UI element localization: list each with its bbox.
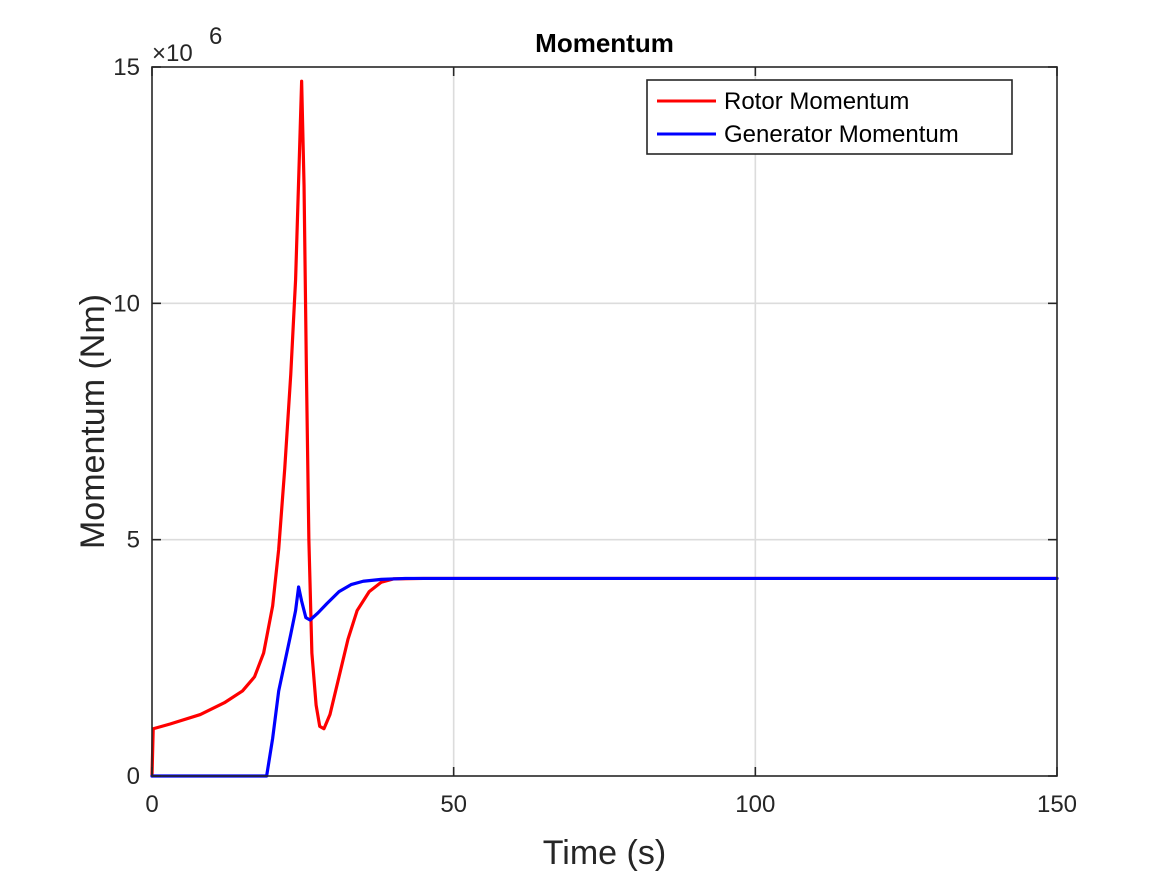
axes-frame [151, 66, 1058, 777]
y-tick-label: 10 [113, 290, 140, 317]
legend-label-generator: Generator Momentum [724, 121, 959, 148]
tick-labels: 0 50 100 150 0 5 10 15 [113, 54, 1077, 818]
y-tick-label: 0 [127, 763, 140, 790]
chart-title: Momentum [535, 28, 674, 58]
x-tick-label: 100 [735, 791, 775, 818]
x-tick-label: 50 [440, 791, 467, 818]
x-tick-label: 150 [1037, 791, 1077, 818]
y-tick-label: 5 [127, 527, 140, 554]
y-axis-label: Momentum (Nm) [74, 294, 112, 549]
legend: Rotor Momentum Generator Momentum [646, 79, 1013, 155]
ticks [151, 66, 1058, 777]
y-multiplier-base: ×10 [152, 40, 193, 67]
y-multiplier-exponent: 6 [209, 23, 222, 50]
x-tick-label: 0 [145, 791, 158, 818]
series-layer [150, 79, 1059, 778]
legend-label-rotor: Rotor Momentum [724, 88, 909, 115]
grid [152, 67, 1057, 776]
series-line-rotor [150, 79, 1059, 778]
legend-box [646, 79, 1013, 155]
x-axis-label: Time (s) [543, 834, 666, 872]
y-tick-label: 15 [113, 54, 140, 81]
series-line-generator [150, 576, 1059, 778]
